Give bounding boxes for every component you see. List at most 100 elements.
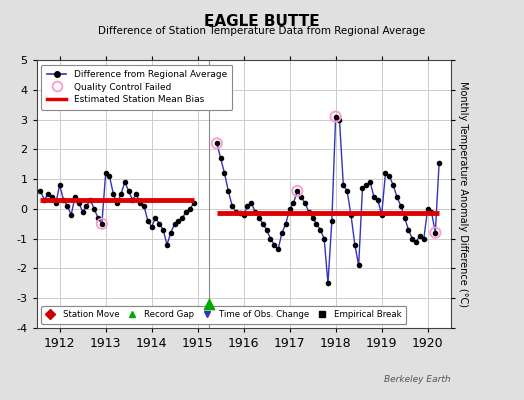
Point — [393, 194, 401, 200]
Point — [113, 200, 122, 206]
Point — [263, 226, 271, 233]
Point — [220, 170, 228, 176]
Point — [74, 200, 83, 206]
Point — [320, 236, 329, 242]
Point — [239, 212, 248, 218]
Point — [243, 203, 252, 209]
Point — [48, 194, 56, 200]
Point — [377, 212, 386, 218]
Point — [163, 242, 171, 248]
Point — [423, 206, 432, 212]
Point — [159, 226, 167, 233]
Point — [301, 200, 309, 206]
Point — [155, 220, 163, 227]
Point — [339, 182, 347, 188]
Point — [397, 203, 405, 209]
Point — [351, 242, 359, 248]
Point — [247, 200, 256, 206]
Point — [167, 230, 175, 236]
Point — [416, 232, 424, 239]
Text: Difference of Station Temperature Data from Regional Average: Difference of Station Temperature Data f… — [99, 26, 425, 36]
Point — [286, 206, 294, 212]
Point — [420, 236, 428, 242]
Point — [105, 173, 114, 179]
Point — [312, 220, 321, 227]
Point — [63, 203, 72, 209]
Point — [385, 173, 394, 179]
Point — [36, 188, 45, 194]
Point — [109, 191, 117, 197]
Point — [186, 206, 194, 212]
Point — [293, 188, 301, 194]
Point — [128, 197, 137, 203]
Point — [297, 194, 305, 200]
Point — [170, 220, 179, 227]
Point — [324, 280, 332, 286]
Point — [316, 226, 324, 233]
Point — [94, 215, 102, 221]
Point — [151, 215, 160, 221]
Point — [293, 188, 301, 194]
Point — [213, 140, 221, 146]
Point — [412, 238, 420, 245]
Legend: Station Move, Record Gap, Time of Obs. Change, Empirical Break: Station Move, Record Gap, Time of Obs. C… — [41, 306, 406, 324]
Point — [304, 209, 313, 215]
Point — [400, 215, 409, 221]
Point — [44, 191, 52, 197]
Point — [216, 155, 225, 162]
Point — [259, 220, 267, 227]
Point — [205, 301, 213, 307]
Point — [102, 170, 110, 176]
Point — [332, 113, 340, 120]
Point — [374, 197, 382, 203]
Point — [332, 113, 340, 120]
Point — [52, 200, 60, 206]
Point — [370, 194, 378, 200]
Point — [328, 218, 336, 224]
Point — [274, 246, 282, 252]
Point — [213, 140, 221, 146]
Point — [236, 210, 244, 216]
Point — [147, 224, 156, 230]
Point — [228, 203, 236, 209]
Point — [435, 160, 443, 166]
Point — [40, 197, 49, 203]
Point — [71, 194, 79, 200]
Point — [82, 203, 91, 209]
Point — [59, 197, 68, 203]
Point — [67, 212, 75, 218]
Point — [224, 188, 233, 194]
Text: Berkeley Earth: Berkeley Earth — [384, 375, 451, 384]
Point — [278, 230, 286, 236]
Point — [343, 188, 351, 194]
Point — [427, 209, 435, 215]
Point — [132, 191, 140, 197]
Point — [431, 230, 440, 236]
Point — [289, 200, 298, 206]
Point — [270, 242, 279, 248]
Point — [335, 116, 344, 123]
Point — [174, 218, 183, 224]
Point — [97, 220, 106, 227]
Point — [266, 236, 275, 242]
Point — [90, 206, 99, 212]
Point — [281, 220, 290, 227]
Point — [86, 197, 94, 203]
Point — [366, 179, 374, 185]
Point — [125, 188, 133, 194]
Point — [121, 179, 129, 185]
Point — [354, 262, 363, 269]
Point — [405, 226, 413, 233]
Point — [362, 182, 370, 188]
Text: EAGLE BUTTE: EAGLE BUTTE — [204, 14, 320, 29]
Point — [79, 209, 87, 215]
Point — [178, 215, 187, 221]
Point — [255, 215, 263, 221]
Point — [381, 170, 390, 176]
Y-axis label: Monthly Temperature Anomaly Difference (°C): Monthly Temperature Anomaly Difference (… — [457, 81, 467, 307]
Point — [182, 209, 190, 215]
Point — [117, 191, 125, 197]
Point — [309, 215, 317, 221]
Point — [56, 182, 64, 188]
Point — [97, 220, 106, 227]
